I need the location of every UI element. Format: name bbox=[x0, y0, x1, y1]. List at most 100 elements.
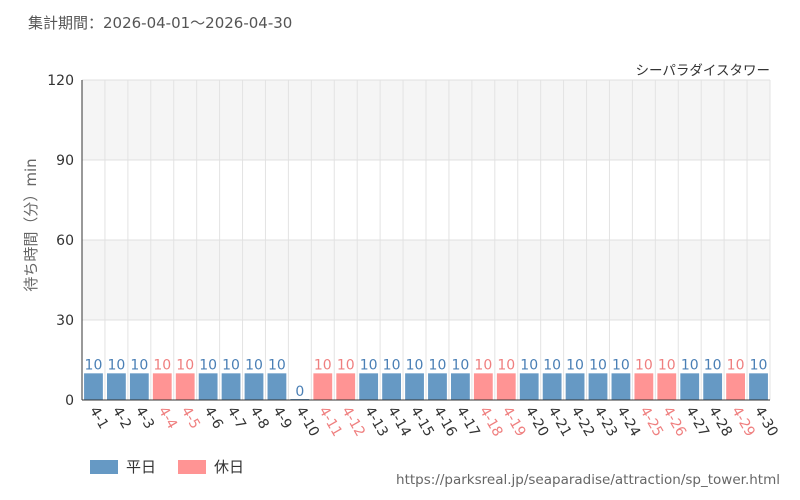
x-tick-label: 4-10 bbox=[292, 404, 322, 440]
x-tick-label: 4-2 bbox=[109, 404, 134, 432]
bar bbox=[726, 373, 746, 400]
collection-period: 集計期間：2026-04-01～2026-04-30 bbox=[28, 14, 293, 32]
data-label: 10 bbox=[107, 357, 125, 373]
data-label: 10 bbox=[383, 357, 401, 373]
bar bbox=[749, 373, 768, 400]
x-tick-label: 4-5 bbox=[178, 404, 203, 432]
data-label: 10 bbox=[474, 357, 492, 373]
data-label: 10 bbox=[520, 357, 538, 373]
bar bbox=[129, 373, 149, 400]
x-tick-label: 4-11 bbox=[315, 404, 345, 440]
y-tick-labels: 0 30 60 90 120 bbox=[47, 73, 74, 409]
data-label: 10 bbox=[566, 357, 584, 373]
x-tick-label: 4-23 bbox=[591, 404, 621, 440]
data-label: 10 bbox=[130, 357, 148, 373]
data-label: 0 bbox=[295, 384, 304, 400]
data-label: 10 bbox=[199, 357, 217, 373]
x-tick-label: 4-15 bbox=[407, 404, 437, 440]
bar bbox=[106, 373, 126, 400]
x-tick-label: 4-24 bbox=[613, 404, 643, 440]
legend-label-weekday: 平日 bbox=[126, 458, 157, 476]
x-tick-label: 4-28 bbox=[705, 404, 735, 440]
x-tick-label: 4-16 bbox=[430, 404, 460, 440]
data-label: 10 bbox=[497, 357, 515, 373]
x-tick-label: 4-25 bbox=[636, 404, 666, 440]
x-tick-label: 4-4 bbox=[155, 404, 180, 432]
data-label: 10 bbox=[658, 357, 676, 373]
x-tick-label: 4-17 bbox=[453, 404, 483, 440]
x-tick-label: 4-18 bbox=[476, 404, 506, 440]
bar bbox=[84, 373, 103, 400]
y-tick-label: 0 bbox=[65, 393, 74, 409]
data-label: 10 bbox=[429, 357, 447, 373]
data-label: 10 bbox=[222, 357, 240, 373]
bar bbox=[496, 373, 516, 400]
x-tick-label: 4-27 bbox=[682, 404, 712, 440]
data-label: 10 bbox=[337, 357, 355, 373]
bar bbox=[152, 373, 172, 400]
y-tick-label: 120 bbox=[47, 73, 74, 89]
data-label: 10 bbox=[268, 357, 286, 373]
x-tick-label: 4-6 bbox=[201, 404, 226, 432]
legend-label-holiday: 休日 bbox=[214, 458, 245, 476]
x-tick-label: 4-3 bbox=[132, 404, 157, 432]
y-axis-label: 待ち時間（分）min bbox=[22, 158, 40, 291]
data-label: 10 bbox=[451, 357, 469, 373]
data-label: 10 bbox=[406, 357, 424, 373]
bar bbox=[565, 373, 585, 400]
legend-item-weekday: 平日 bbox=[90, 456, 156, 477]
bar bbox=[359, 373, 379, 400]
bar bbox=[473, 373, 493, 400]
bar bbox=[221, 373, 241, 400]
data-label: 10 bbox=[612, 357, 630, 373]
bar bbox=[519, 373, 539, 400]
data-label: 10 bbox=[635, 357, 653, 373]
data-label: 10 bbox=[314, 357, 332, 373]
x-tick-label: 4-26 bbox=[659, 404, 689, 440]
legend-swatch-weekday bbox=[90, 459, 118, 474]
bar bbox=[244, 373, 264, 400]
x-tick-label: 4-9 bbox=[269, 404, 294, 432]
x-tick-label: 4-20 bbox=[522, 404, 552, 440]
x-tick-label: 4-19 bbox=[499, 404, 529, 440]
bar bbox=[382, 373, 402, 400]
legend-item-holiday: 休日 bbox=[178, 456, 244, 477]
x-tick-labels: 4-14-24-34-44-54-64-74-84-94-104-114-12 4… bbox=[86, 404, 781, 440]
bar bbox=[450, 373, 470, 400]
data-label: 10 bbox=[153, 357, 171, 373]
data-label: 10 bbox=[543, 357, 561, 373]
legend-swatch-holiday bbox=[178, 459, 207, 474]
source-url: https://parksreal.jp/seaparadise/attract… bbox=[396, 472, 780, 488]
bar bbox=[405, 373, 424, 400]
bar bbox=[336, 373, 356, 400]
bar bbox=[703, 373, 723, 400]
chart-title: シーパラダイスタワー bbox=[636, 63, 770, 79]
x-tick-label: 4-21 bbox=[545, 404, 575, 440]
data-label: 10 bbox=[727, 357, 745, 373]
bar bbox=[267, 373, 287, 400]
legend: 平日 休日 bbox=[90, 456, 266, 477]
x-tick-label: 4-1 bbox=[86, 404, 111, 432]
y-tick-label: 60 bbox=[56, 233, 74, 249]
bar bbox=[175, 373, 195, 400]
x-tick-label: 4-30 bbox=[751, 404, 781, 440]
y-tick-label: 90 bbox=[56, 153, 74, 169]
bar bbox=[198, 373, 218, 400]
data-label: 10 bbox=[85, 357, 103, 373]
data-label: 10 bbox=[360, 357, 378, 373]
bar bbox=[542, 373, 562, 400]
data-label: 10 bbox=[704, 357, 722, 373]
data-label: 10 bbox=[245, 357, 263, 373]
x-tick-label: 4-8 bbox=[247, 404, 272, 432]
data-label: 10 bbox=[589, 357, 607, 373]
y-tick-label: 30 bbox=[56, 313, 74, 329]
x-tick-label: 4-7 bbox=[224, 404, 249, 432]
bar bbox=[588, 373, 608, 400]
x-tick-label: 4-22 bbox=[568, 404, 598, 440]
data-label: 10 bbox=[750, 357, 768, 373]
data-label: 10 bbox=[176, 357, 194, 373]
bar bbox=[313, 373, 333, 400]
x-tick-label: 4-12 bbox=[338, 404, 368, 440]
